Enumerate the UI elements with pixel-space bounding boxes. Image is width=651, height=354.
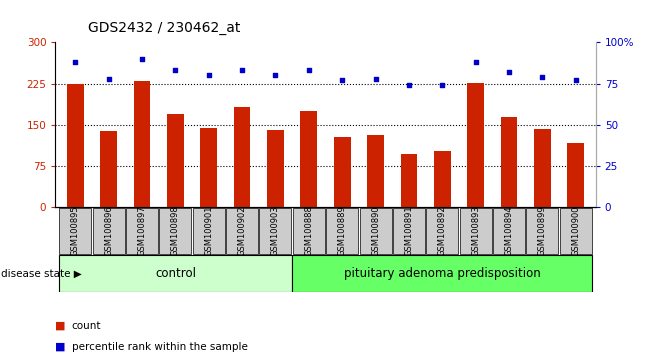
Point — [437, 82, 447, 88]
Point — [537, 74, 547, 80]
Text: count: count — [72, 321, 101, 331]
FancyBboxPatch shape — [560, 207, 592, 255]
Text: GSM100899: GSM100899 — [538, 206, 547, 256]
Bar — [534, 129, 551, 207]
Bar — [234, 107, 251, 207]
Text: ■: ■ — [55, 342, 66, 352]
Bar — [67, 84, 84, 207]
Text: GSM100893: GSM100893 — [471, 206, 480, 256]
FancyBboxPatch shape — [293, 207, 325, 255]
Point — [270, 73, 281, 78]
Bar — [267, 130, 284, 207]
Bar — [201, 127, 217, 207]
Bar — [301, 111, 317, 207]
Bar — [367, 135, 384, 207]
Text: GSM100895: GSM100895 — [71, 206, 80, 256]
Bar — [567, 143, 584, 207]
Text: percentile rank within the sample: percentile rank within the sample — [72, 342, 247, 352]
Point — [170, 68, 180, 73]
Point — [370, 76, 381, 81]
FancyBboxPatch shape — [59, 207, 91, 255]
Text: GSM100889: GSM100889 — [338, 206, 347, 256]
Bar — [501, 116, 518, 207]
FancyBboxPatch shape — [159, 207, 191, 255]
FancyBboxPatch shape — [126, 207, 158, 255]
Text: GSM100894: GSM100894 — [505, 206, 514, 256]
Text: ■: ■ — [55, 321, 66, 331]
Point — [337, 78, 348, 83]
Text: GSM100891: GSM100891 — [404, 206, 413, 256]
Bar — [167, 114, 184, 207]
FancyBboxPatch shape — [359, 207, 391, 255]
Point — [237, 68, 247, 73]
Point — [204, 73, 214, 78]
Bar — [400, 154, 417, 207]
Point — [104, 76, 114, 81]
Text: GSM100890: GSM100890 — [371, 206, 380, 256]
Text: GSM100896: GSM100896 — [104, 206, 113, 256]
FancyBboxPatch shape — [493, 207, 525, 255]
Text: GSM100898: GSM100898 — [171, 206, 180, 256]
Point — [471, 59, 481, 65]
Text: pituitary adenoma predisposition: pituitary adenoma predisposition — [344, 267, 540, 280]
Text: GSM100903: GSM100903 — [271, 206, 280, 256]
Text: GSM100902: GSM100902 — [238, 206, 247, 256]
Point — [570, 78, 581, 83]
FancyBboxPatch shape — [393, 207, 425, 255]
FancyBboxPatch shape — [292, 255, 592, 292]
FancyBboxPatch shape — [260, 207, 292, 255]
FancyBboxPatch shape — [92, 207, 125, 255]
Bar — [133, 81, 150, 207]
FancyBboxPatch shape — [526, 207, 559, 255]
Bar — [434, 150, 450, 207]
Text: control: control — [155, 267, 196, 280]
FancyBboxPatch shape — [59, 255, 292, 292]
Text: GSM100901: GSM100901 — [204, 206, 214, 256]
Point — [303, 68, 314, 73]
Text: GSM100897: GSM100897 — [137, 206, 146, 256]
Text: GSM100892: GSM100892 — [437, 206, 447, 256]
FancyBboxPatch shape — [326, 207, 358, 255]
FancyBboxPatch shape — [226, 207, 258, 255]
Text: GDS2432 / 230462_at: GDS2432 / 230462_at — [88, 21, 240, 35]
FancyBboxPatch shape — [460, 207, 492, 255]
FancyBboxPatch shape — [426, 207, 458, 255]
Point — [404, 82, 414, 88]
Bar — [334, 137, 350, 207]
Text: disease state ▶: disease state ▶ — [1, 268, 81, 279]
Text: GSM100900: GSM100900 — [571, 206, 580, 256]
Text: GSM100888: GSM100888 — [304, 206, 313, 256]
Bar — [100, 131, 117, 207]
Bar — [467, 83, 484, 207]
Point — [70, 59, 81, 65]
FancyBboxPatch shape — [193, 207, 225, 255]
Point — [137, 56, 147, 62]
Point — [504, 69, 514, 75]
